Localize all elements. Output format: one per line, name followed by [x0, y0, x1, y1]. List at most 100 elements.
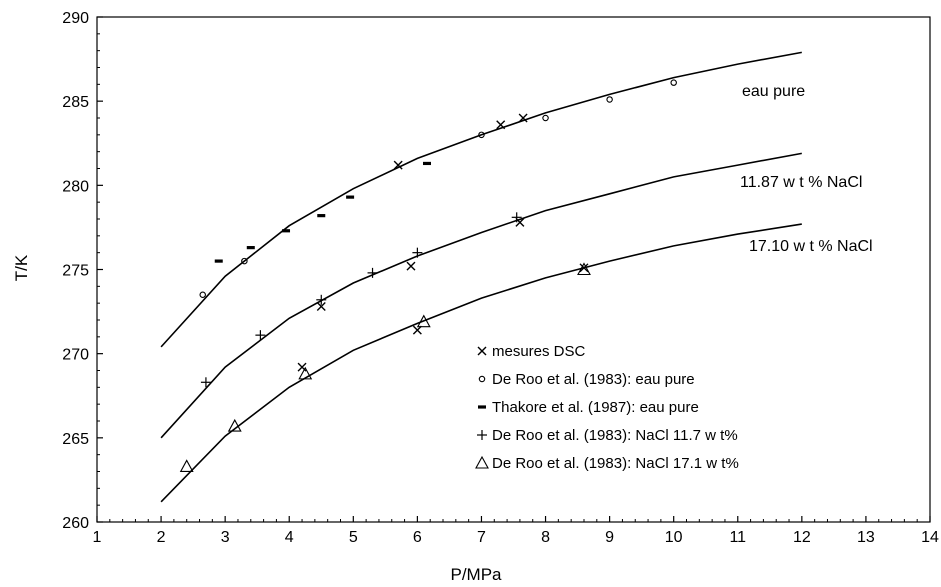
x-tick-label: 9 [605, 529, 614, 546]
x-tick-label: 11 [729, 529, 746, 546]
data-point-dash [346, 195, 355, 199]
marker-stroke [496, 120, 506, 130]
x-tick-label: 4 [285, 529, 294, 546]
data-point-plus [412, 247, 423, 258]
data-point-circle [478, 131, 485, 139]
data-point-dash [282, 229, 291, 233]
fit-curve [160, 223, 802, 503]
marker-stroke [297, 362, 307, 372]
marker-stroke [477, 346, 487, 356]
legend: mesures DSC De Roo et al. (1983): eau pur… [475, 343, 739, 472]
marker-stroke [316, 302, 326, 312]
marker-triangle [179, 459, 194, 473]
marker-stroke [412, 325, 422, 335]
data-point-x [477, 346, 487, 356]
data-point-x [297, 362, 307, 372]
x-tick-label: 1 [93, 529, 102, 546]
marker-circle [199, 291, 206, 298]
x-tick-label: 2 [157, 529, 166, 546]
legend-entry-label: De Roo et al. (1983): NaCl 17.1 w t% [492, 455, 739, 472]
marker-triangle [577, 262, 591, 276]
marker-dash [478, 405, 486, 409]
data-point-plus [255, 330, 266, 341]
curve-label: eau pure [742, 83, 805, 100]
data-point-circle [241, 257, 248, 265]
x-tick-label: 5 [349, 529, 358, 546]
y-tick-label: 260 [62, 515, 89, 532]
data-point-circle [542, 114, 549, 122]
y-tick-label: 270 [62, 347, 89, 364]
data-point-x [579, 263, 589, 273]
x-tick-label: 10 [665, 529, 683, 546]
marker-stroke [579, 263, 589, 273]
x-tick-label: 3 [221, 529, 230, 546]
marker-dash [422, 161, 431, 166]
marker-dash [346, 195, 355, 199]
data-point-plus [367, 267, 378, 278]
data-point-dash [422, 161, 431, 166]
data-point-plus [511, 212, 522, 223]
curve-label: 17.10 w t % NaCl [749, 238, 873, 255]
data-point-x [316, 302, 326, 312]
data-point-circle [199, 291, 206, 298]
data-point-triangle [227, 418, 242, 432]
data-point-triangle [298, 366, 313, 380]
data-point-circle [478, 375, 486, 383]
data-point-dash [317, 214, 326, 218]
x-tick-label: 13 [857, 529, 875, 546]
data-point-x [518, 113, 528, 123]
fit-curve [160, 51, 802, 348]
marker-circle [606, 96, 613, 103]
marker-dash [282, 229, 291, 233]
data-point-dash [246, 246, 255, 250]
x-axis-title: P/MPa [450, 565, 502, 582]
x-tick-label: 7 [477, 529, 486, 546]
x-tick-label: 14 [921, 529, 939, 546]
data-point-x [393, 160, 403, 170]
x-tick-label: 8 [541, 529, 550, 546]
y-axis-title: T/K [12, 254, 31, 281]
data-point-triangle [475, 455, 489, 469]
marker-triangle [227, 418, 242, 432]
x-tick-label: 6 [413, 529, 422, 546]
data-point-plus [477, 430, 487, 440]
marker-stroke [515, 217, 525, 227]
marker-circle [542, 114, 549, 122]
legend-entry-label: Thakore et al. (1987): eau pure [492, 399, 699, 416]
legend-entry-label: mesures DSC [492, 343, 586, 360]
data-point-dash [478, 405, 486, 409]
marker-triangle [475, 455, 489, 469]
y-tick-label: 265 [62, 431, 89, 448]
marker-dash [246, 246, 255, 250]
data-point-dash [214, 259, 223, 263]
legend-entry-label: De Roo et al. (1983): NaCl 11.7 w t% [492, 427, 738, 444]
data-point-plus [200, 377, 211, 388]
marker-circle [478, 131, 485, 139]
y-tick-label: 280 [62, 178, 89, 195]
data-point-circle [606, 96, 613, 103]
marker-circle [670, 79, 677, 86]
curves-layer [160, 51, 802, 503]
curve-label: 11.87 w t % NaCl [740, 174, 862, 191]
marker-circle [241, 257, 248, 265]
data-point-x [496, 120, 506, 130]
markers-layer [179, 79, 677, 473]
legend-entry-label: De Roo et al. (1983): eau pure [492, 371, 695, 388]
marker-stroke [393, 160, 403, 170]
marker-dash [317, 214, 326, 218]
data-point-triangle [577, 262, 591, 276]
data-point-plus [316, 294, 327, 305]
marker-stroke [406, 261, 416, 271]
marker-triangle [298, 366, 313, 380]
marker-triangle [416, 314, 431, 328]
y-tick-label: 275 [62, 263, 89, 280]
x-tick-label: 12 [793, 529, 811, 546]
marker-dash [214, 259, 223, 263]
fit-curve [160, 152, 802, 439]
data-point-triangle [179, 459, 194, 473]
marker-stroke [518, 113, 528, 123]
data-point-x [406, 261, 416, 271]
